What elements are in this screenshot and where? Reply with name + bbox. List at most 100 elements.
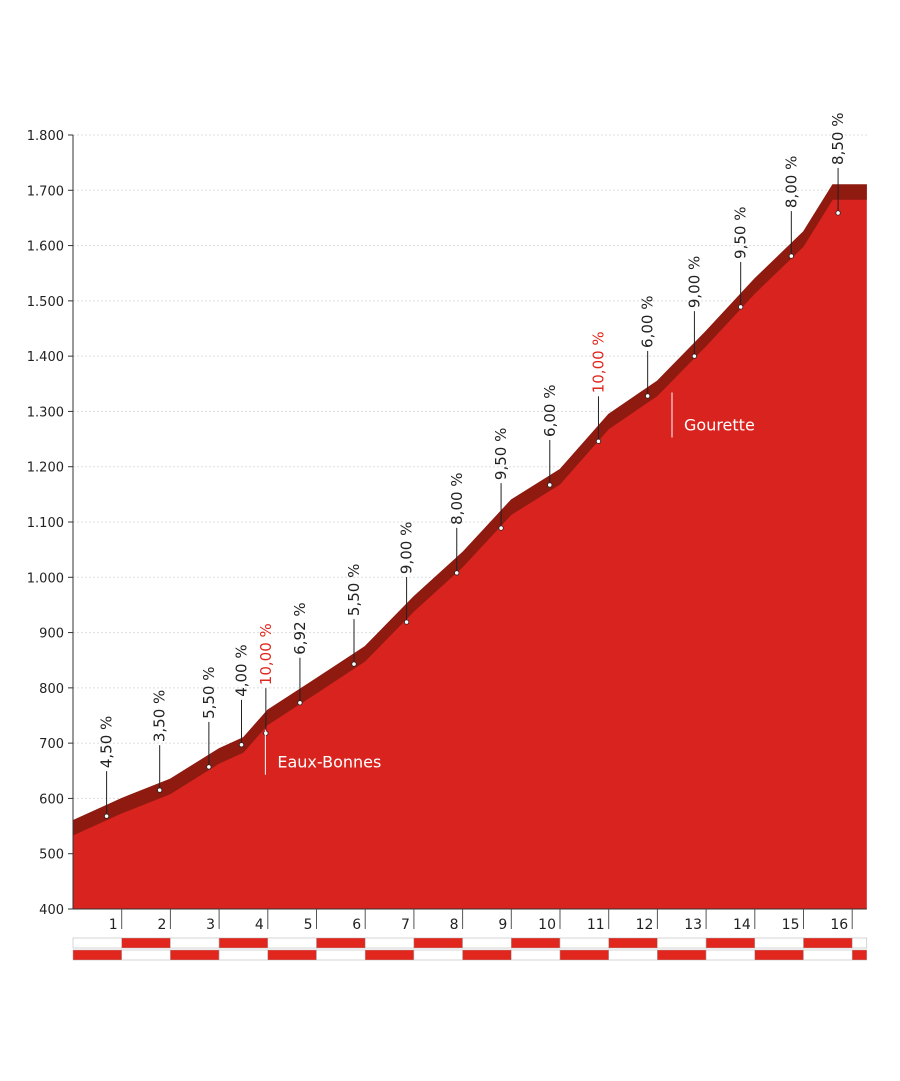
km-stripe — [754, 949, 804, 961]
km-stripe — [316, 937, 366, 949]
x-tick-label: 5 — [304, 917, 313, 933]
gradient-point — [104, 813, 110, 819]
km-stripe — [218, 937, 269, 949]
y-tick-label: 900 — [39, 627, 64, 642]
y-tick-label: 400 — [39, 903, 64, 918]
x-tick-label: 3 — [206, 917, 215, 933]
y-tick-label: 700 — [39, 737, 64, 752]
km-stripe — [72, 949, 122, 961]
y-tick-label: 1.600 — [27, 240, 64, 255]
profile-band — [73, 184, 867, 836]
y-tick-label: 800 — [39, 682, 64, 697]
gradient-label: 10,00 % — [589, 331, 607, 393]
gradient-label: 9,50 % — [732, 207, 750, 259]
gradient-point — [547, 482, 553, 488]
x-tick-label: 9 — [498, 917, 507, 933]
x-tick-label: 15 — [782, 917, 800, 933]
km-stripe — [218, 949, 269, 961]
x-tick-label: 4 — [255, 917, 264, 933]
km-stripe — [705, 949, 756, 961]
km-stripe — [754, 937, 804, 949]
gradient-label: 10,00 % — [257, 623, 275, 685]
place-label: Gourette — [684, 415, 755, 434]
km-stripe — [462, 937, 512, 949]
gradient-point — [351, 661, 357, 667]
gradient-label: 4,50 % — [98, 716, 116, 768]
km-stripe — [316, 949, 366, 961]
km-stripe — [608, 949, 658, 961]
km-stripe — [851, 949, 868, 961]
gradient-point — [788, 253, 794, 259]
km-stripe — [511, 937, 561, 949]
km-stripe — [705, 937, 756, 949]
gradient-point — [454, 570, 460, 576]
gradient-label: 8,00 % — [782, 156, 800, 208]
km-stripe — [72, 937, 122, 949]
gradient-label: 5,50 % — [200, 666, 218, 718]
gradient-label: 6,92 % — [291, 602, 309, 654]
x-tick-label: 6 — [352, 917, 361, 933]
km-stripe — [413, 949, 463, 961]
y-tick-label: 600 — [39, 792, 64, 807]
y-tick-label: 1.300 — [27, 405, 64, 420]
km-stripe — [657, 949, 707, 961]
gradient-point — [238, 742, 245, 748]
gradient-label: 9,00 % — [398, 522, 416, 574]
gradient-point — [595, 438, 602, 444]
km-stripe — [170, 949, 220, 961]
km-stripe — [803, 949, 853, 961]
km-stripe — [608, 937, 658, 949]
gradient-label: 6,00 % — [639, 296, 657, 348]
km-stripe — [462, 949, 512, 961]
gradient-label: 8,50 % — [829, 113, 847, 165]
km-stripe — [511, 949, 561, 961]
x-tick-label: 13 — [684, 917, 702, 933]
x-tick-label: 2 — [157, 917, 166, 933]
km-stripe — [413, 937, 463, 949]
gradient-label: 9,50 % — [492, 428, 510, 480]
km-stripe — [851, 937, 868, 949]
km-stripe — [657, 937, 707, 949]
profile-line — [72, 184, 867, 821]
y-tick-label: 1.200 — [27, 461, 64, 476]
km-stripe — [803, 937, 853, 949]
km-stripe — [121, 949, 171, 961]
km-stripe — [170, 937, 220, 949]
gradient-point — [498, 525, 504, 531]
gradient-point — [157, 787, 163, 793]
y-tick-label: 1.000 — [27, 571, 64, 586]
gradient-point — [645, 393, 651, 399]
x-tick-label: 11 — [587, 917, 605, 933]
gradient-point — [835, 210, 841, 216]
gradient-label: 8,00 % — [448, 472, 466, 524]
y-tick-label: 500 — [39, 848, 64, 863]
y-tick-label: 1.500 — [27, 295, 64, 310]
gradient-point — [403, 619, 410, 625]
x-tick-label: 7 — [401, 917, 410, 933]
x-tick-label: 16 — [830, 917, 848, 933]
km-stripe — [121, 937, 171, 949]
x-tick-label: 10 — [538, 917, 556, 933]
x-tick-label: 12 — [636, 917, 654, 933]
gradient-label: 4,00 % — [233, 644, 251, 696]
gradient-point — [297, 700, 303, 706]
gradient-label: 3,50 % — [151, 690, 169, 742]
place-label: Eaux-Bonnes — [277, 753, 381, 772]
y-tick-label: 1.100 — [27, 516, 64, 531]
km-stripe — [559, 937, 609, 949]
km-stripe — [267, 949, 317, 961]
gradient-label: 5,50 % — [345, 564, 363, 616]
y-tick-label: 1.800 — [27, 129, 64, 144]
y-tick-label: 1.400 — [27, 350, 64, 365]
x-tick-label: 14 — [733, 917, 751, 933]
km-stripe — [364, 937, 415, 949]
y-tick-label: 1.700 — [27, 184, 64, 199]
gradient-point — [691, 353, 698, 359]
x-tick-label: 1 — [109, 917, 118, 933]
gradient-label: 6,00 % — [541, 385, 559, 437]
gradient-point — [206, 764, 212, 770]
km-stripe — [559, 949, 609, 961]
km-stripe — [364, 949, 415, 961]
km-stripe — [267, 937, 317, 949]
